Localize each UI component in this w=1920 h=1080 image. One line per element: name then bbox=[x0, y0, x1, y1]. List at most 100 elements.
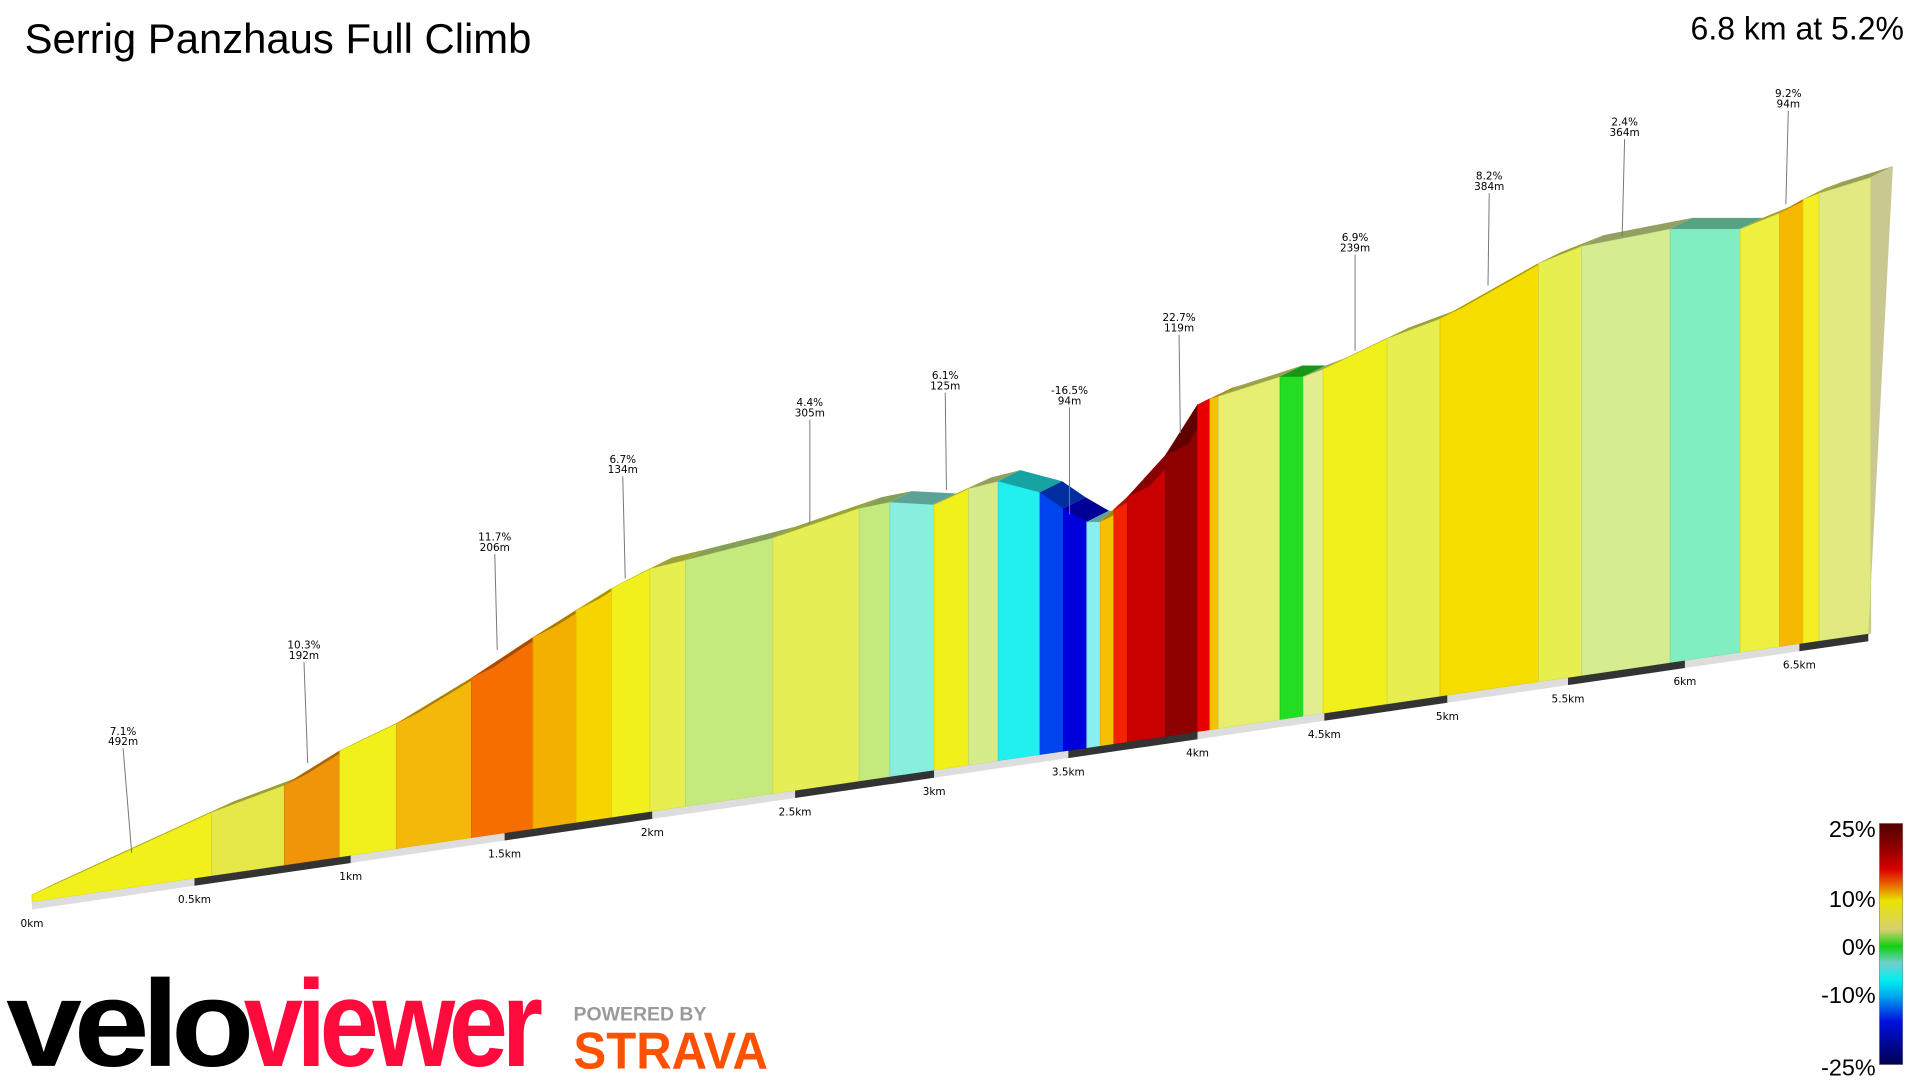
segment-annotations: 7.1%492m 10.3%192m 11.7%206m 6.7%134m 4.4%30… bbox=[108, 88, 1802, 853]
profile-segment bbox=[968, 480, 999, 766]
legend-label: -25% bbox=[1821, 1055, 1876, 1080]
distance-band bbox=[1197, 713, 1325, 740]
annotation-gradient: 7.1% bbox=[110, 726, 137, 738]
profile-segment-top bbox=[889, 491, 957, 505]
annotation-leader-line bbox=[1178, 334, 1181, 434]
profile-segment-top bbox=[396, 667, 494, 724]
annotation-gradient: 6.7% bbox=[609, 454, 636, 466]
profile-segment bbox=[1165, 403, 1198, 737]
annotation-leader-line bbox=[494, 553, 498, 650]
x-tick-label: 5km bbox=[1436, 711, 1459, 723]
profile-segment bbox=[1818, 176, 1872, 642]
profile-segment-top bbox=[211, 774, 307, 813]
annotation-gradient: 8.2% bbox=[1476, 171, 1503, 183]
annotation-length: 134m bbox=[608, 464, 638, 476]
annotation-leader-line bbox=[944, 392, 947, 490]
x-tick-label: 3.5km bbox=[1052, 766, 1085, 778]
logo-viewer: viewer bbox=[244, 956, 543, 1080]
profile-segment bbox=[1279, 376, 1304, 721]
x-tick-label: 2km bbox=[641, 827, 664, 839]
profile-segment-top bbox=[1040, 481, 1086, 509]
annotation-length: 239m bbox=[1340, 243, 1370, 255]
distance-axis: 0km 0.5km 1km 1.5km 2km 2.5km 3km 3.5km 4km 4.5km… bbox=[21, 633, 1869, 930]
profile-segment bbox=[1086, 521, 1101, 749]
profile-segment-top bbox=[1303, 358, 1346, 377]
profile-segment-top bbox=[1803, 182, 1842, 200]
profile-segment bbox=[858, 501, 891, 782]
profile-segment bbox=[1218, 376, 1281, 730]
distance-band bbox=[652, 790, 796, 819]
profile-segment bbox=[395, 677, 472, 850]
profile-segment-top bbox=[968, 470, 1021, 489]
page-title: Serrig Panzhaus Full Climb bbox=[25, 15, 532, 62]
legend-colorbar bbox=[1879, 823, 1904, 1065]
annotation-leader-line bbox=[122, 748, 133, 853]
profile-segment bbox=[1063, 507, 1088, 752]
annotation-leader-line bbox=[303, 662, 309, 764]
legend-label: 0% bbox=[1842, 934, 1876, 960]
profile-3d bbox=[24, 166, 1893, 903]
annotation-leader-line bbox=[1487, 193, 1490, 286]
distance-band bbox=[1684, 643, 1800, 669]
profile-segment bbox=[997, 480, 1041, 762]
annotation-length: 206m bbox=[480, 542, 510, 554]
x-tick-label: 4.5km bbox=[1308, 729, 1341, 741]
profile-segment bbox=[1197, 398, 1211, 733]
segment-annotation: 2.4%364m bbox=[1610, 117, 1640, 237]
profile-end-cap bbox=[1868, 166, 1893, 634]
profile-segment-top bbox=[32, 801, 234, 895]
segment-annotation: 8.2%384m bbox=[1474, 171, 1504, 286]
profile-segment-top bbox=[685, 526, 796, 560]
profile-segment bbox=[1439, 262, 1539, 697]
profile-segment bbox=[1669, 228, 1741, 664]
profile-segment bbox=[1113, 496, 1128, 745]
profile-segment-top bbox=[1387, 307, 1463, 339]
segment-annotation: 4.4%305m bbox=[795, 397, 825, 524]
segment-annotation: 6.1%125m bbox=[930, 370, 960, 490]
segment-annotation: 9.2%94m bbox=[1775, 88, 1802, 205]
profile-segment bbox=[1386, 318, 1441, 705]
profile-segment bbox=[575, 587, 613, 824]
x-tick-label: 1.5km bbox=[488, 849, 521, 861]
logo-velo: velo bbox=[6, 956, 250, 1080]
distance-band bbox=[1799, 633, 1869, 652]
profile-segment bbox=[31, 811, 213, 903]
annotation-leader-line bbox=[622, 476, 626, 579]
annotation-length: 192m bbox=[289, 650, 319, 662]
profile-segment-top bbox=[772, 497, 882, 538]
annotation-length: 364m bbox=[1610, 127, 1640, 139]
distance-band bbox=[504, 811, 653, 841]
profile-segment-top bbox=[649, 548, 708, 569]
gradient-legend: 25% 10% 0% -10% -25% bbox=[1821, 816, 1904, 1080]
annotation-gradient: 9.2% bbox=[1775, 88, 1802, 100]
annotation-length: 384m bbox=[1474, 181, 1504, 193]
profile-segment bbox=[339, 723, 397, 858]
distance-band bbox=[1324, 695, 1448, 721]
annotation-leader-line bbox=[1785, 110, 1789, 205]
profile-segment bbox=[1127, 454, 1166, 743]
powered-by-text: POWERED BY bbox=[574, 1003, 707, 1025]
profile-segment-top bbox=[1280, 365, 1326, 377]
x-tick-label: 6.5km bbox=[1783, 660, 1816, 672]
annotation-gradient: 6.1% bbox=[932, 370, 959, 382]
annotation-gradient: 11.7% bbox=[478, 531, 511, 543]
x-tick-label: 3km bbox=[923, 786, 946, 798]
climb-summary: 6.8 km at 5.2% bbox=[1691, 10, 1904, 46]
segment-annotation: 6.9%239m bbox=[1340, 232, 1370, 351]
profile-segment bbox=[532, 609, 577, 830]
distance-band bbox=[1068, 731, 1198, 759]
profile-segment-top bbox=[1063, 497, 1109, 522]
strava-badge: POWERED BY STRAVA bbox=[574, 1003, 768, 1079]
profile-segment bbox=[772, 507, 860, 795]
segment-annotation: 7.1%492m bbox=[108, 726, 138, 853]
profile-segment bbox=[1209, 395, 1219, 731]
annotation-gradient: 10.3% bbox=[287, 640, 320, 652]
profile-segment bbox=[1802, 192, 1820, 644]
x-tick-label: 2.5km bbox=[779, 806, 812, 818]
profile-segment-top bbox=[998, 470, 1063, 493]
distance-band bbox=[795, 770, 935, 799]
profile-segment-top bbox=[1440, 252, 1561, 319]
distance-band bbox=[194, 855, 351, 886]
veloviewer-logo: velo viewer bbox=[6, 956, 549, 1080]
annotation-gradient: 6.9% bbox=[1342, 232, 1369, 244]
